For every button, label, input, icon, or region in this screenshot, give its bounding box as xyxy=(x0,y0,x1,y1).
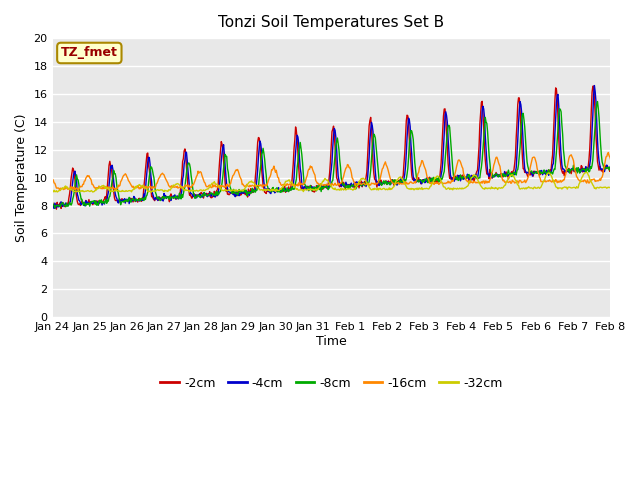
X-axis label: Time: Time xyxy=(316,335,347,348)
Y-axis label: Soil Temperature (C): Soil Temperature (C) xyxy=(15,113,28,242)
Legend: -2cm, -4cm, -8cm, -16cm, -32cm: -2cm, -4cm, -8cm, -16cm, -32cm xyxy=(155,372,508,395)
Title: Tonzi Soil Temperatures Set B: Tonzi Soil Temperatures Set B xyxy=(218,15,444,30)
Text: TZ_fmet: TZ_fmet xyxy=(61,47,118,60)
